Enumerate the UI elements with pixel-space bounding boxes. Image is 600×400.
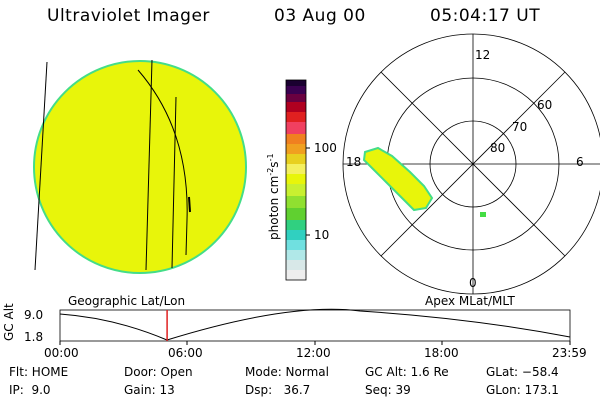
colorbar-tick-100: 100: [314, 141, 337, 155]
date-label: 03 Aug 00: [274, 6, 366, 26]
status-door: Door: Open: [124, 365, 193, 379]
polar-plot-title: Apex MLat/MLT: [425, 294, 515, 308]
altitude-tick-high: 9.0: [24, 308, 44, 322]
altitude-curve: [59, 308, 571, 341]
mlt-label-6: 6: [576, 155, 584, 169]
geo-plot-title: Geographic Lat/Lon: [68, 294, 186, 308]
time-tick-0000: 00:00: [44, 346, 79, 360]
status-mode: Mode: Normal: [245, 365, 329, 379]
time-tick-2359: 23:59: [552, 346, 587, 360]
mlat-label-60: 60: [537, 98, 553, 112]
lon-line: [145, 59, 153, 271]
mlat-label-70: 70: [512, 120, 528, 134]
altitude-tick-low: 1.8: [24, 330, 44, 344]
marker-line: [188, 196, 191, 213]
status-glat: GLat: −58.4: [486, 365, 559, 379]
colorbar-tick-10: 10: [314, 228, 330, 242]
lon-line: [171, 96, 177, 269]
mlt-label-18: 18: [346, 155, 362, 169]
time-tick-0600: 06:00: [168, 346, 203, 360]
geo-image: [33, 59, 247, 274]
time-tick-1200: 12:00: [296, 346, 331, 360]
instrument-title: Ultraviolet Imager: [47, 6, 210, 26]
mlat-label-80: 80: [490, 141, 506, 155]
altitude-ylabel: GC Alt: [2, 303, 16, 341]
mlt-label-0: 0: [469, 276, 477, 290]
terminator-line: [137, 69, 188, 256]
colorbar-unit-label: photon cm-2s-1: [266, 153, 281, 240]
colorbar: [285, 79, 310, 281]
time-tick-1800: 18:00: [424, 346, 459, 360]
lon-line: [34, 61, 48, 271]
status-gc-alt: GC Alt: 1.6 Re: [365, 365, 449, 379]
earth-disk: [33, 60, 247, 274]
mlt-label-12: 12: [475, 48, 491, 62]
status-glon: GLon: 173.1: [486, 383, 559, 397]
status-ip: IP: 9.0: [9, 383, 51, 397]
status-seq: Seq: 39: [365, 383, 411, 397]
polar-plot: [342, 33, 600, 295]
auroral-patch: [480, 212, 486, 217]
status-flt: Flt: HOME: [9, 365, 69, 379]
auroral-oval: [362, 146, 434, 212]
status-dsp: Dsp: 36.7: [245, 383, 311, 397]
altitude-plot: [59, 308, 571, 345]
status-gain: Gain: 13: [124, 383, 175, 397]
time-label: 05:04:17 UT: [430, 6, 541, 26]
